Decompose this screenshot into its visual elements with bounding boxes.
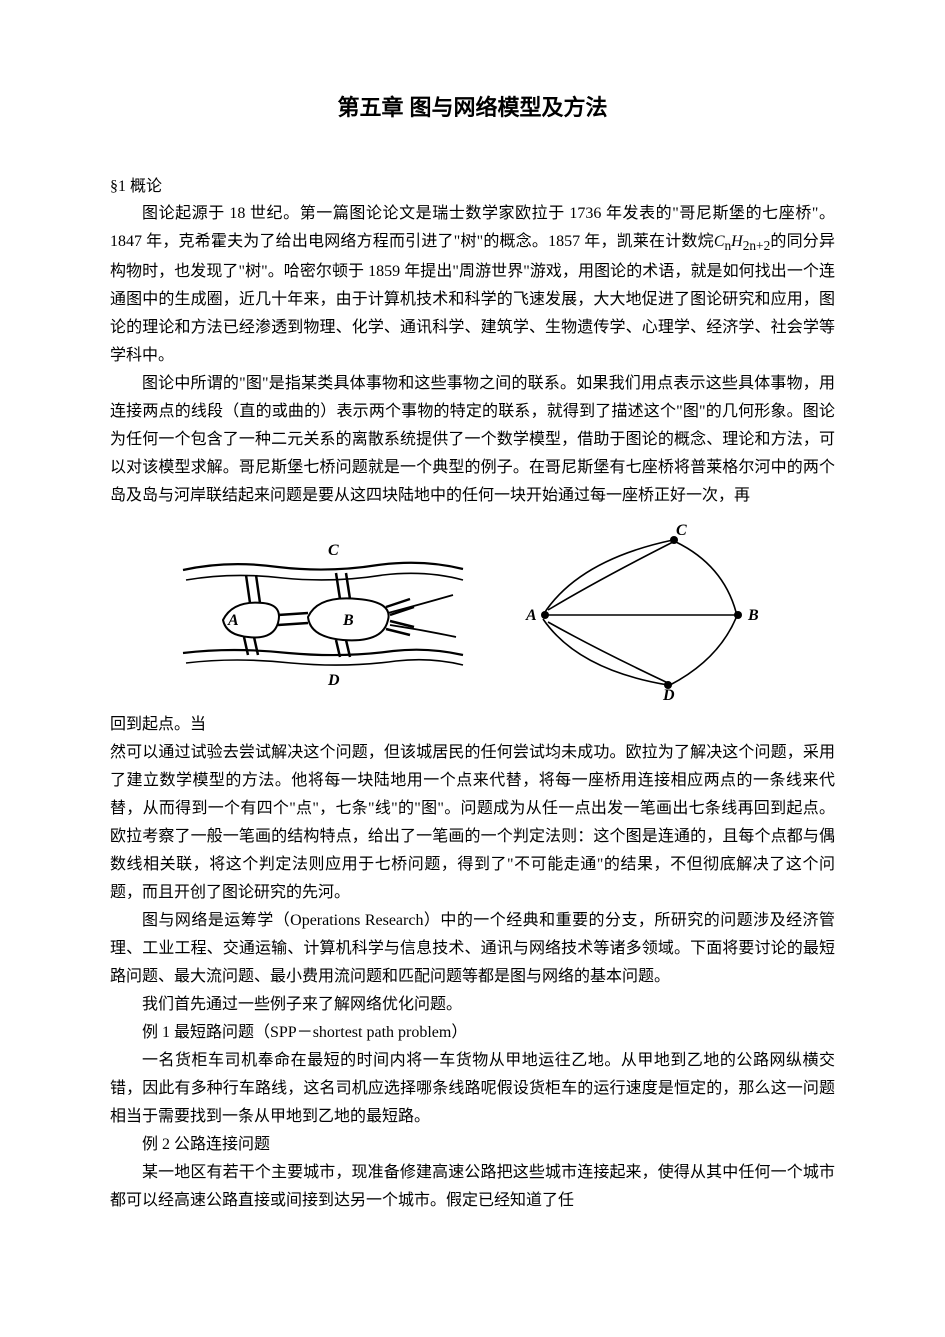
graph-label-D: D [662,687,675,700]
example-2-title: 例 2 公路连接问题 [110,1131,835,1159]
konigsberg-graph: A B C D [508,520,768,705]
map-label-B: B [342,612,354,629]
graph-label-A: A [525,607,537,624]
map-label-D: D [327,672,340,689]
chapter-title: 第五章 图与网络模型及方法 [110,90,835,122]
formula-H: H [731,233,743,250]
example-1-body: 一名货柜车司机奉命在最短的时间内将一车货物从甲地运往乙地。从甲地到乙地的公路网纵… [110,1047,835,1131]
map-label-A: A [227,612,239,629]
para-5: 我们首先通过一些例子来了解网络优化问题。 [110,991,835,1019]
section-1-heading: §1 概论 [110,172,835,196]
konigsberg-map: A B C D [178,525,468,700]
graph-label-B: B [747,607,759,624]
para-4: 图与网络是运筹学（Operations Research）中的一个经典和重要的分… [110,907,835,991]
para-1: 图论起源于 18 世纪。第一篇图论论文是瑞士数学家欧拉于 1736 年发表的"哥… [110,200,835,370]
formula-C: C [714,233,725,250]
graph-label-C: C [676,522,687,539]
map-label-C: C [328,542,339,559]
example-1-title: 例 1 最短路问题（SPP－shortest path problem） [110,1019,835,1047]
para-3-lead: 回到起点。当 [110,711,835,739]
formula-2n2: 2n+2 [743,238,771,253]
para-3: 然可以通过试验去尝试解决这个问题，但该城居民的任何尝试均未成功。欧拉为了解决这个… [110,739,835,907]
example-2-body: 某一地区有若干个主要城市，现准备修建高速公路把这些城市连接起来，使得从其中任何一… [110,1159,835,1215]
para-2: 图论中所谓的"图"是指某类具体事物和这些事物之间的联系。如果我们用点表示这些具体… [110,370,835,510]
figure-row: A B C D [110,520,835,705]
